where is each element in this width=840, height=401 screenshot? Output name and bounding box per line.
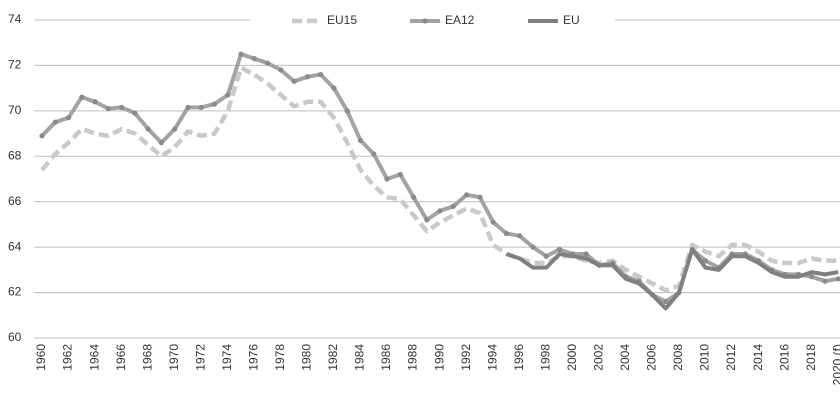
series-marker xyxy=(477,194,483,200)
series-marker xyxy=(371,151,377,157)
y-tick-label: 66 xyxy=(8,194,22,208)
series-marker xyxy=(530,244,536,250)
x-tick-label: 1964 xyxy=(87,344,101,371)
series-marker xyxy=(158,140,165,146)
x-tick-label: 1966 xyxy=(114,344,128,371)
series-marker xyxy=(517,233,523,239)
x-tick-label: 1998 xyxy=(538,344,552,371)
series-marker xyxy=(39,133,45,139)
x-tick-label: 1984 xyxy=(353,344,367,371)
x-tick-label: 1996 xyxy=(512,344,526,371)
legend-label: EU15 xyxy=(327,13,357,27)
series-marker xyxy=(92,99,98,105)
series-marker xyxy=(264,60,271,66)
x-tick-label: 1982 xyxy=(326,344,340,371)
x-tick-label: 1986 xyxy=(379,344,393,371)
x-tick-label: 2008 xyxy=(671,344,685,371)
series-marker xyxy=(450,203,456,209)
x-tick-label: 2010 xyxy=(698,344,712,371)
series-marker xyxy=(490,219,496,225)
series-marker xyxy=(52,119,58,125)
series-marker xyxy=(304,74,310,80)
series-marker xyxy=(663,299,669,305)
series-marker xyxy=(702,258,709,264)
series-marker xyxy=(583,251,589,257)
x-tick-label: 1988 xyxy=(406,344,420,371)
series-marker xyxy=(410,194,417,200)
series-marker xyxy=(211,101,218,107)
series-marker xyxy=(464,192,470,198)
x-tick-label: 2014 xyxy=(751,344,765,371)
series-marker xyxy=(172,126,178,132)
series-marker xyxy=(225,92,231,98)
series-marker xyxy=(251,56,257,62)
x-tick-label: 1980 xyxy=(300,344,314,371)
x-tick-label: 1978 xyxy=(273,344,287,371)
series-marker xyxy=(397,171,403,178)
x-tick-label: 1990 xyxy=(432,344,446,371)
series-marker xyxy=(238,51,244,57)
x-tick-label: 2012 xyxy=(724,344,738,371)
series-marker xyxy=(384,176,390,182)
y-tick-label: 60 xyxy=(8,330,22,344)
y-tick-label: 62 xyxy=(8,285,22,299)
series-marker xyxy=(344,108,350,114)
y-tick-label: 72 xyxy=(8,58,22,72)
x-tick-label: 2016 xyxy=(777,344,791,371)
y-tick-label: 70 xyxy=(8,103,22,117)
series-line xyxy=(40,65,839,293)
series-line xyxy=(505,247,839,311)
series-marker xyxy=(543,253,549,259)
series-marker xyxy=(318,71,324,78)
series-marker xyxy=(437,208,443,214)
series-marker xyxy=(132,110,138,116)
series-marker xyxy=(357,137,364,143)
series-marker xyxy=(145,126,151,132)
series-marker xyxy=(79,94,85,100)
x-tick-label: 1994 xyxy=(485,344,499,371)
series-marker xyxy=(503,230,510,237)
series-marker xyxy=(185,104,191,111)
x-tick-label: 1972 xyxy=(193,344,207,371)
x-tick-label: 1992 xyxy=(459,344,473,371)
x-tick-label: 2002 xyxy=(592,344,606,371)
series-marker xyxy=(278,67,284,73)
series-marker xyxy=(424,217,430,223)
series-marker xyxy=(198,104,204,111)
legend-marker xyxy=(422,18,428,24)
y-tick-label: 68 xyxy=(8,148,22,162)
x-tick-label: 1960 xyxy=(34,344,48,371)
x-tick-label: 2004 xyxy=(618,344,632,371)
series-marker xyxy=(105,105,111,112)
series-marker xyxy=(331,85,337,91)
y-tick-label: 74 xyxy=(8,12,22,26)
series-marker xyxy=(291,78,297,84)
legend-label: EA12 xyxy=(445,13,475,27)
series-marker xyxy=(809,274,815,280)
series-marker xyxy=(556,246,563,253)
x-tick-label: 2020 (f) xyxy=(830,344,840,385)
x-tick-label: 2000 xyxy=(565,344,579,371)
series-marker xyxy=(822,278,828,284)
y-tick-label: 64 xyxy=(8,239,22,253)
series-line xyxy=(40,52,839,304)
x-tick-label: 1974 xyxy=(220,344,234,371)
series-marker xyxy=(65,115,72,121)
x-tick-label: 1968 xyxy=(140,344,154,371)
series-marker xyxy=(835,276,840,282)
legend-label: EU xyxy=(563,13,580,27)
series-marker xyxy=(119,104,125,111)
x-tick-label: 1976 xyxy=(246,344,260,371)
x-tick-label: 2006 xyxy=(645,344,659,371)
x-tick-label: 2018 xyxy=(804,344,818,371)
x-tick-label: 1970 xyxy=(167,344,181,371)
x-tick-label: 1962 xyxy=(61,344,75,371)
